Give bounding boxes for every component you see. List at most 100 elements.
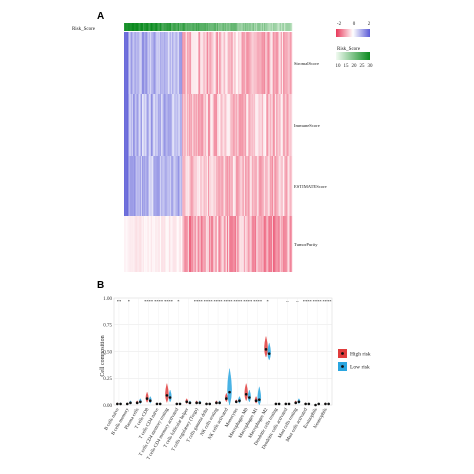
heatmap-cell: [188, 32, 191, 94]
heatmap-cell: [163, 32, 165, 94]
heatmap-cell: [129, 216, 131, 272]
heatmap-cell: [255, 32, 257, 94]
heatmap-cell: [223, 216, 225, 272]
heatmap-cell: [194, 156, 196, 216]
significance-label: ****: [214, 299, 224, 304]
heatmap-cell: [230, 32, 232, 94]
risk-score-cell: [243, 23, 246, 31]
heatmap-cell: [147, 94, 149, 156]
risk-score-cell: [225, 23, 228, 31]
heatmap-cell: [147, 156, 149, 216]
heatmap-cell: [215, 156, 218, 216]
heatmap-cell: [255, 216, 257, 272]
heatmap-body: [124, 32, 293, 272]
heatmap-cell: [212, 94, 214, 156]
risk-score-cell: [185, 23, 187, 31]
significance-label: ****: [144, 299, 154, 304]
heatmap-cell: [275, 94, 277, 156]
heatmap-cell: [246, 216, 248, 272]
heatmap-cell: [175, 216, 177, 272]
heatmap-cell: [209, 216, 211, 272]
heatmap-cell: [259, 156, 261, 216]
risk-score-cell: [157, 23, 159, 31]
heatmap-cell: [255, 94, 257, 156]
heatmap-cell: [137, 156, 139, 216]
heatmap-cell: [126, 216, 128, 272]
heatmap-cell: [160, 32, 163, 94]
heatmap-cell: [149, 32, 152, 94]
heatmap-cell: [237, 94, 239, 156]
risk-score-cell: [178, 23, 181, 31]
heatmap-cell: [220, 156, 222, 216]
heatmap-cell: [243, 216, 246, 272]
heatmap-cell: [190, 216, 192, 272]
heatmap-cell: [222, 156, 224, 216]
heatmap-cell: [213, 156, 215, 216]
heatmap-cell: [274, 216, 276, 272]
heatmap-cell: [239, 32, 241, 94]
risk-score-annotation-bar: [124, 23, 293, 31]
heatmap-cell: [250, 216, 252, 272]
heatmap-cell: [129, 32, 131, 94]
risk-score-cell: [177, 23, 180, 31]
heatmap-cell: [183, 156, 185, 216]
median-point: [125, 402, 129, 406]
risk-score-cell: [216, 23, 219, 31]
heatmap-cell: [180, 216, 182, 272]
risk-score-cell: [252, 23, 255, 31]
risk-score-cell: [288, 23, 290, 31]
heatmap-cell: [159, 32, 162, 94]
heatmap-cell: [253, 32, 256, 94]
heatmap-cell: [276, 94, 278, 156]
heatmap-cell: [141, 156, 144, 216]
risk-score-cell: [240, 23, 242, 31]
heatmap-cell: [266, 32, 268, 94]
risk-score-cell: [149, 23, 152, 31]
heatmap-cell: [231, 156, 233, 216]
heatmap-legend: -2 0 2 Risk_Score 10 15 20 25 30: [336, 22, 374, 69]
heatmap-cell: [144, 156, 146, 216]
heatmap-cell: [242, 94, 245, 156]
heatmap-cell: [165, 216, 167, 272]
heatmap-cell: [241, 156, 243, 216]
heatmap-cell: [165, 94, 167, 156]
risk-score-cell: [180, 23, 182, 31]
heatmap-cell: [259, 216, 261, 272]
heatmap-row-label: ImmuneScore: [294, 123, 320, 128]
risk-score-cell: [228, 23, 230, 31]
heatmap-cell: [215, 32, 218, 94]
heatmap-cell: [205, 156, 208, 216]
heatmap-cell: [125, 156, 127, 216]
heatmap-cell: [187, 156, 190, 216]
y-tick-label: 0.50: [103, 350, 112, 355]
heatmap-cell: [228, 32, 230, 94]
heatmap-cell: [159, 216, 162, 272]
risk-score-cell: [195, 23, 197, 31]
heatmap-cell: [250, 156, 252, 216]
heatmap-cell: [281, 94, 284, 156]
significance-label: ****: [243, 299, 253, 304]
risk-score-cell: [246, 23, 248, 31]
heatmap-cell: [190, 32, 192, 94]
heatmap-cell: [285, 156, 287, 216]
risk-score-cell: [190, 23, 192, 31]
heatmap-cell: [259, 32, 261, 94]
heatmap-cell: [248, 216, 250, 272]
heatmap-cell: [252, 156, 255, 216]
heatmap-cell: [289, 32, 292, 94]
heatmap-cell: [205, 94, 208, 156]
violin-shape: [165, 383, 169, 403]
heatmap-cell: [276, 156, 278, 216]
risk-score-cell: [258, 23, 260, 31]
heatmap-cell: [157, 216, 159, 272]
median-point: [185, 400, 189, 404]
heatmap-cell: [288, 94, 290, 156]
heatmap-cell: [289, 94, 292, 156]
heatmap-cell: [247, 94, 249, 156]
heatmap-cell: [261, 156, 264, 216]
heatmap-cell: [269, 32, 271, 94]
heatmap-cell: [229, 216, 231, 272]
median-point: [317, 402, 321, 406]
heatmap-cell: [131, 94, 134, 156]
heatmap-cell: [154, 32, 156, 94]
